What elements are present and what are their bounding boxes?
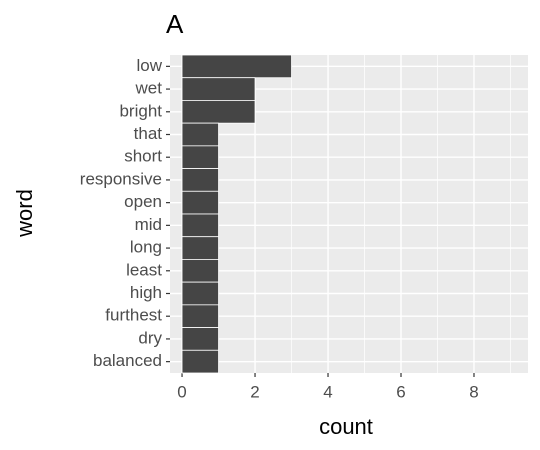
- x-tick-label: 8: [469, 382, 478, 401]
- bar: [181, 281, 219, 306]
- bar: [181, 122, 219, 147]
- y-tick-label: high: [130, 283, 162, 302]
- x-tick-label: 2: [250, 382, 259, 401]
- y-tick-label: bright: [119, 101, 162, 120]
- y-tick-label: balanced: [93, 351, 162, 370]
- y-tick-label: furthest: [105, 306, 162, 325]
- x-tick-label: 0: [177, 382, 186, 401]
- x-tick-label: 4: [323, 382, 332, 401]
- bar: [181, 77, 256, 101]
- x-tick-label: 6: [396, 382, 405, 401]
- y-tick-label: responsive: [80, 169, 162, 188]
- y-tick-label: low: [136, 56, 162, 75]
- bar: [181, 54, 292, 79]
- bar: [181, 100, 256, 124]
- chart-title: A: [166, 9, 184, 39]
- bar: [181, 304, 219, 328]
- y-tick-label: least: [126, 260, 162, 279]
- bar: [181, 213, 219, 238]
- bar: [181, 327, 219, 351]
- x-axis-label: count: [319, 414, 373, 439]
- bar: [181, 236, 219, 260]
- bar: [181, 259, 219, 283]
- bar: [181, 168, 219, 192]
- y-tick-label: that: [134, 124, 163, 143]
- y-tick-label: open: [124, 192, 162, 211]
- y-tick-label: wet: [135, 79, 163, 98]
- y-axis-label: word: [12, 189, 37, 238]
- y-tick-label: long: [130, 238, 162, 257]
- y-tick-label: short: [124, 147, 162, 166]
- bar: [181, 145, 219, 169]
- bar: [181, 349, 219, 374]
- y-tick-label: dry: [138, 328, 162, 347]
- bar: [181, 190, 219, 215]
- y-tick-label: mid: [135, 215, 162, 234]
